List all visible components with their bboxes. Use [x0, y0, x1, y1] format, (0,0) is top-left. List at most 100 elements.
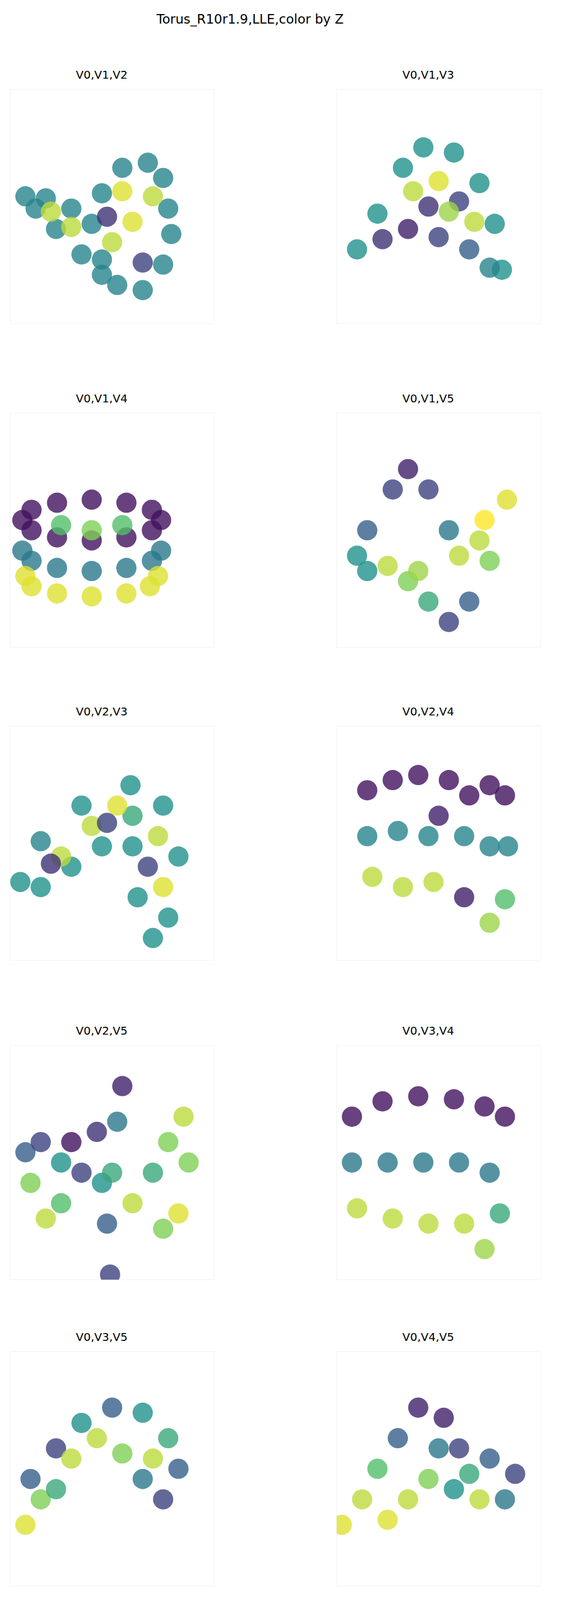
panel-title: V0,V3,V5 — [75, 1330, 128, 1344]
point — [341, 1152, 362, 1173]
point — [443, 142, 465, 163]
point — [122, 1193, 143, 1214]
plot-frame — [336, 1351, 541, 1586]
point — [418, 1213, 439, 1234]
point — [356, 826, 378, 847]
point — [428, 1438, 450, 1459]
point — [112, 514, 133, 536]
point — [71, 244, 92, 265]
point — [382, 769, 403, 791]
points — [15, 1397, 189, 1536]
point — [454, 826, 475, 847]
panel-title: V0,V2,V5 — [75, 1023, 128, 1038]
point — [152, 168, 174, 189]
point — [387, 1428, 409, 1449]
point — [91, 183, 112, 204]
point — [494, 785, 515, 806]
point — [459, 239, 480, 260]
point — [15, 565, 36, 587]
point — [356, 520, 378, 541]
point — [112, 1443, 133, 1464]
point — [147, 826, 169, 847]
point — [168, 846, 189, 867]
point — [484, 213, 505, 234]
point — [35, 1208, 57, 1229]
point — [132, 1469, 153, 1490]
point — [102, 1162, 123, 1184]
point — [489, 1203, 510, 1224]
point — [438, 769, 460, 791]
panel-title: V0,V1,V5 — [402, 391, 455, 406]
point — [81, 520, 102, 541]
point — [12, 540, 33, 561]
point — [152, 795, 174, 816]
point — [418, 591, 439, 612]
point — [356, 780, 378, 801]
point — [116, 558, 137, 579]
panel-title: V0,V2,V4 — [402, 704, 455, 719]
point — [30, 876, 51, 897]
point — [362, 866, 383, 887]
point — [157, 1428, 179, 1449]
plot-frame — [10, 1045, 215, 1280]
point — [20, 1172, 41, 1194]
plot-frame — [336, 89, 541, 324]
point — [341, 1106, 362, 1127]
point — [107, 1111, 128, 1132]
point — [61, 1131, 82, 1153]
point — [61, 1448, 82, 1469]
point — [137, 152, 158, 174]
point — [408, 560, 429, 582]
point — [41, 853, 62, 874]
point — [428, 805, 450, 827]
point — [21, 499, 42, 520]
point — [408, 1397, 429, 1418]
point — [459, 785, 480, 806]
point — [397, 459, 419, 480]
point — [157, 907, 179, 928]
panel-title: V0,V1,V4 — [75, 391, 128, 406]
point — [141, 520, 162, 541]
point — [377, 555, 398, 577]
point — [336, 1514, 352, 1535]
point — [178, 1152, 199, 1173]
point — [443, 1089, 465, 1110]
point — [494, 1489, 515, 1510]
point — [372, 1091, 393, 1112]
point — [71, 1412, 92, 1434]
plot-frame — [336, 413, 541, 648]
point — [141, 499, 162, 520]
point — [168, 1458, 189, 1480]
point — [51, 1193, 72, 1214]
point — [459, 1464, 480, 1485]
point — [377, 1152, 398, 1173]
point — [142, 186, 163, 207]
point — [100, 1264, 121, 1280]
points — [341, 1086, 515, 1260]
point — [51, 514, 72, 536]
point — [497, 836, 519, 857]
figure: Torus_R10r1.9,LLE,color by ZV0,V1,V2V0,V… — [0, 0, 562, 1600]
point — [168, 1203, 189, 1224]
figure-title: Torus_R10r1.9,LLE,color by Z — [155, 11, 344, 27]
points — [336, 1397, 526, 1536]
point — [20, 1469, 41, 1490]
point — [459, 591, 480, 612]
point — [408, 1086, 429, 1107]
point — [132, 279, 153, 301]
point — [61, 198, 82, 219]
points — [356, 764, 518, 933]
point — [479, 836, 500, 857]
panel-title: V0,V1,V3 — [402, 68, 455, 82]
point — [71, 795, 92, 816]
point — [102, 1397, 123, 1418]
point — [351, 1489, 373, 1510]
point — [127, 887, 148, 908]
point — [102, 232, 123, 253]
point — [139, 576, 161, 597]
point — [423, 871, 444, 892]
point — [367, 203, 388, 224]
point — [173, 1106, 194, 1127]
point — [474, 1239, 495, 1260]
point — [479, 550, 500, 571]
